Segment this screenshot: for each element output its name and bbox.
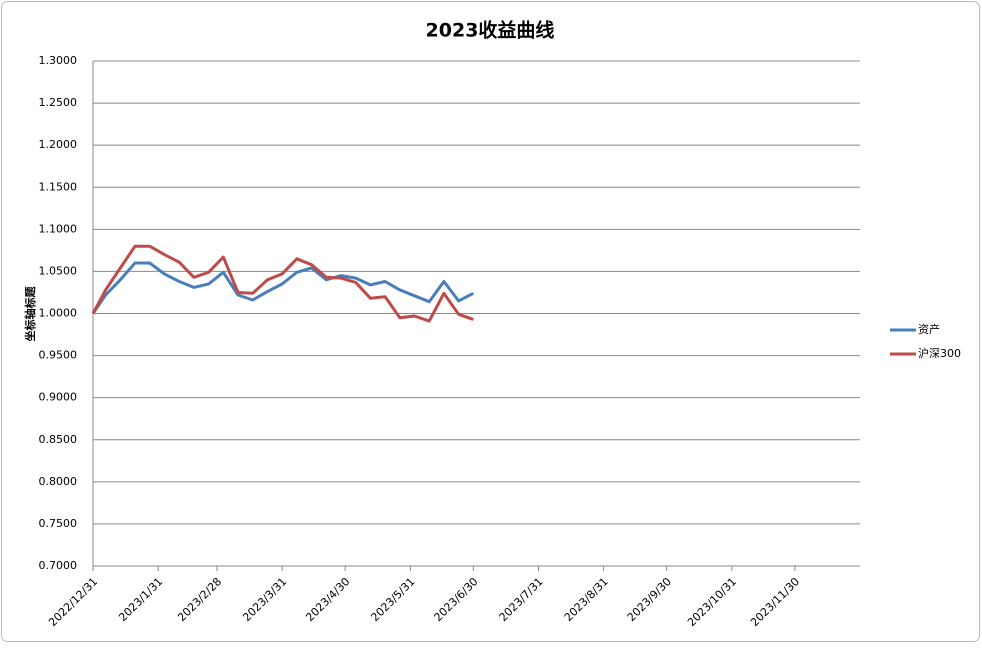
y-tick-label: 1.1000: [39, 222, 78, 235]
y-tick-label: 0.8500: [39, 433, 78, 446]
legend-label: 沪深300: [918, 346, 961, 360]
series-line: [91, 244, 474, 323]
y-tick-label: 1.2500: [39, 96, 78, 109]
y-tick-label: 0.7000: [39, 559, 78, 572]
y-tick-label: 1.1500: [39, 180, 78, 193]
y-tick-label: 0.9000: [39, 391, 78, 404]
y-tick-label: 0.8000: [39, 475, 78, 488]
y-tick-label: 0.7500: [39, 517, 78, 530]
series-line: [91, 261, 474, 315]
y-tick-label: 1.0500: [39, 264, 78, 277]
chart-title: 2023收益曲线: [426, 19, 555, 42]
legend-label: 资产: [918, 322, 940, 336]
y-tick-label: 0.9500: [39, 349, 78, 362]
y-tick-label: 1.3000: [39, 54, 78, 67]
y-tick-label: 1.2000: [39, 138, 78, 151]
y-tick-label: 1.0000: [39, 307, 78, 320]
y-axis-title: 坐标轴标题: [23, 286, 37, 342]
